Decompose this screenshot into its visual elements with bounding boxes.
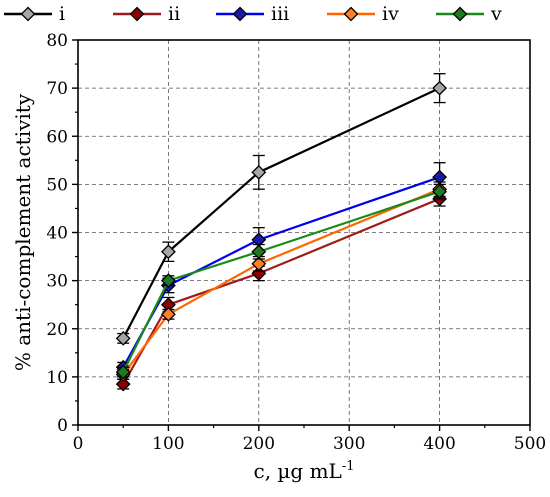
legend-label: i <box>59 3 65 25</box>
data-point <box>160 306 176 322</box>
legend-marker <box>343 6 359 22</box>
legend-marker <box>232 6 248 22</box>
x-tick-label: 200 <box>243 434 275 454</box>
y-tick-label: 0 <box>57 416 68 436</box>
y-tick-label: 80 <box>46 31 68 51</box>
y-tick-label: 40 <box>46 224 68 244</box>
y-tick-label: 30 <box>46 272 68 292</box>
series-line-v <box>122 190 440 373</box>
legend-item-iii: iii <box>216 3 289 25</box>
legend-label: iv <box>382 3 399 25</box>
data-point <box>251 256 267 272</box>
legend-item-v: v <box>436 3 502 25</box>
y-tick-label: 10 <box>46 368 68 388</box>
series-line-i <box>122 87 441 339</box>
legend-item-iv: iv <box>327 3 399 25</box>
y-tick-label: 50 <box>46 175 68 195</box>
data-point <box>115 364 131 380</box>
data-point <box>251 244 267 260</box>
x-tick-label: 500 <box>514 434 546 454</box>
x-tick-label: 100 <box>152 434 184 454</box>
legend-label: v <box>490 3 502 25</box>
data-point <box>432 184 448 200</box>
grid <box>78 40 530 425</box>
data-point <box>432 80 448 96</box>
legend-marker <box>20 6 36 22</box>
legend-label: iii <box>271 3 289 25</box>
data-point <box>160 244 176 260</box>
x-tick-label: 300 <box>333 434 365 454</box>
legend-item-i: i <box>4 3 65 25</box>
y-tick-label: 60 <box>46 127 68 147</box>
data-point <box>115 376 131 392</box>
legend-marker <box>129 6 145 22</box>
data-point <box>160 273 176 289</box>
series-group <box>115 73 448 392</box>
data-point <box>251 164 267 180</box>
x-axis-title: c, µg mL-1 <box>254 459 355 483</box>
y-tick-label: 20 <box>46 320 68 340</box>
legend-item-ii: ii <box>113 3 180 25</box>
data-point <box>115 330 131 346</box>
axis-ticks: 0 100 200 300 400 500 0 10 20 30 40 50 60 70 80 <box>46 31 546 454</box>
series-line-iii <box>122 176 440 368</box>
legend-marker <box>452 6 468 22</box>
series-v <box>115 183 448 380</box>
series-line-ii <box>122 197 441 385</box>
series-line-iv <box>122 188 441 376</box>
x-tick-label: 0 <box>73 434 84 454</box>
y-axis-title: % anti-complement activity <box>11 93 35 371</box>
y-tick-label: 70 <box>46 79 68 99</box>
series-i <box>115 73 448 346</box>
legend: i ii iii iv v <box>4 3 502 25</box>
legend-label: ii <box>168 3 180 25</box>
x-tick-label: 400 <box>423 434 455 454</box>
series-iii <box>115 162 448 375</box>
